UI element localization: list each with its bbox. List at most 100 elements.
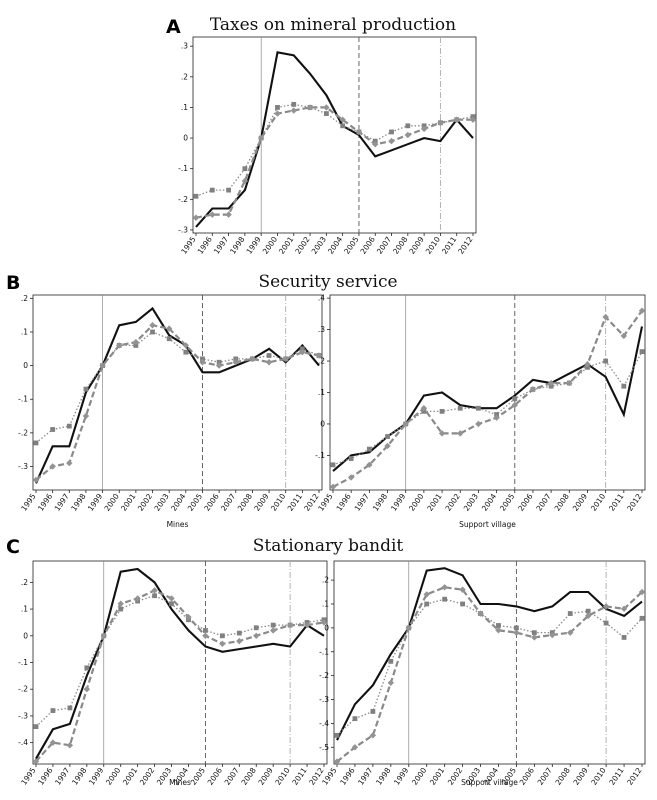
panel-a: A Taxes on mineral production -.3 -.2 -.1 0… (166, 15, 477, 256)
x-tick-label: 2000 (261, 235, 279, 256)
data-point-diamond (402, 420, 409, 428)
data-point-diamond (274, 110, 281, 117)
x-tick-label: 2010 (269, 492, 287, 513)
data-point-square (366, 446, 372, 452)
plot-frame (32, 294, 323, 491)
data-point-diamond (290, 107, 297, 114)
data-point-square (166, 336, 172, 342)
data-point-square (152, 593, 157, 599)
y-tick-label: -.4 (319, 719, 329, 728)
x-tick-label: 2000 (410, 766, 428, 787)
data-point-square (639, 349, 645, 355)
data-point-diamond (253, 632, 260, 639)
x-tick-label: 2010 (424, 235, 442, 256)
y-tick-label: 0 (23, 631, 28, 640)
data-point-square (193, 193, 199, 199)
y-tick-label: 0 (320, 419, 325, 428)
x-tick-label: 2010 (273, 766, 291, 787)
series-line-dotted (35, 331, 320, 444)
data-point-diamond (219, 640, 226, 648)
x-tick-label: 1996 (338, 766, 356, 787)
data-point-diamond (477, 610, 484, 617)
data-point-square (299, 346, 305, 352)
series-line-dashed (35, 324, 320, 481)
x-tick-label: 1999 (389, 492, 407, 513)
x-tick-label: 2003 (152, 492, 170, 513)
data-point-diamond (199, 359, 206, 366)
series-line-solid (195, 51, 474, 228)
panel-c: C Stationary bandit -.4 -.3 -.2 -.1 0 .1 .2 199… (6, 536, 646, 787)
data-point-square (348, 456, 354, 461)
data-point-square (216, 359, 222, 365)
x-tick-label: 2000 (407, 492, 425, 513)
x-tick-label: 2006 (518, 766, 536, 787)
x-tick-label: 2008 (554, 766, 572, 787)
x-tick-label: 2007 (536, 766, 554, 787)
data-point-square (33, 724, 39, 730)
data-point-square (291, 101, 297, 107)
data-point-diamond (355, 128, 363, 136)
data-point-diamond (257, 134, 265, 142)
data-point-square (270, 622, 276, 628)
x-tick-label: 2009 (256, 766, 274, 787)
y-tick-label: -.2 (178, 195, 188, 204)
data-point-diamond (209, 211, 216, 218)
data-point-diamond (453, 116, 460, 123)
data-point-diamond (511, 401, 518, 409)
x-tick-label: 2011 (286, 492, 304, 513)
x-tick-label: 2004 (326, 235, 344, 256)
data-point-diamond (469, 116, 477, 123)
x-tick-label: 1995 (320, 766, 338, 787)
x-tick-label: 2010 (589, 766, 607, 787)
data-point-diamond (32, 476, 40, 484)
x-tick-label: 2002 (136, 492, 154, 513)
x-tick-label: 2001 (121, 766, 139, 787)
series-line-dashed (332, 310, 643, 488)
x-tick-label: 2007 (375, 235, 393, 256)
plot-frame (333, 560, 646, 765)
x-axis-label: Mines (167, 520, 189, 529)
data-point-diamond (329, 483, 337, 491)
data-point-square (567, 611, 573, 616)
panel-b: B Security service -.3-.2-.10.1.21995199… (6, 272, 646, 529)
data-point-diamond (323, 104, 330, 111)
x-tick-label: 2009 (571, 492, 589, 513)
data-point-diamond (149, 322, 156, 329)
x-tick-label: 2004 (480, 492, 498, 513)
data-point-diamond (351, 744, 359, 751)
data-point-diamond (282, 355, 289, 363)
data-point-diamond (387, 679, 395, 686)
y-tick-label: -.1 (315, 451, 325, 460)
data-point-diamond (339, 116, 346, 123)
x-tick-label: 2006 (202, 492, 220, 513)
data-point-diamond (241, 177, 249, 185)
x-axis-label: Mines (169, 778, 191, 787)
y-tick-label: -.3 (319, 695, 329, 704)
x-axis-label: Support village (459, 520, 516, 529)
data-point-diamond (333, 758, 341, 765)
data-point-square (84, 665, 90, 671)
data-point-diamond (602, 313, 609, 321)
data-point-diamond (405, 624, 412, 632)
data-point-diamond (82, 412, 90, 420)
data-point-diamond (286, 621, 294, 629)
data-point-diamond (423, 591, 430, 598)
panel-letter-b: B (6, 272, 20, 294)
x-tick-label: 1998 (371, 492, 389, 513)
data-point-diamond (299, 348, 306, 356)
data-point-diamond (315, 352, 323, 359)
x-tick-label: 1999 (392, 766, 410, 787)
series-line-dotted (336, 598, 643, 736)
data-point-square (50, 708, 56, 713)
chart-b-mines: -.3-.2-.10.1.219951996199719981999200020… (18, 294, 323, 529)
x-tick-label: 2011 (607, 492, 625, 513)
data-point-diamond (32, 758, 40, 765)
chart-a-mines: -.3 -.2 -.1 0 .1 .2 .3 199519961997199819992000… (178, 36, 477, 256)
data-point-diamond (320, 619, 328, 626)
data-point-diamond (192, 214, 200, 221)
data-point-diamond (132, 338, 140, 346)
series-line-solid (35, 306, 320, 484)
x-tick-label: 2004 (169, 492, 187, 513)
x-tick-label: 2011 (290, 766, 308, 787)
